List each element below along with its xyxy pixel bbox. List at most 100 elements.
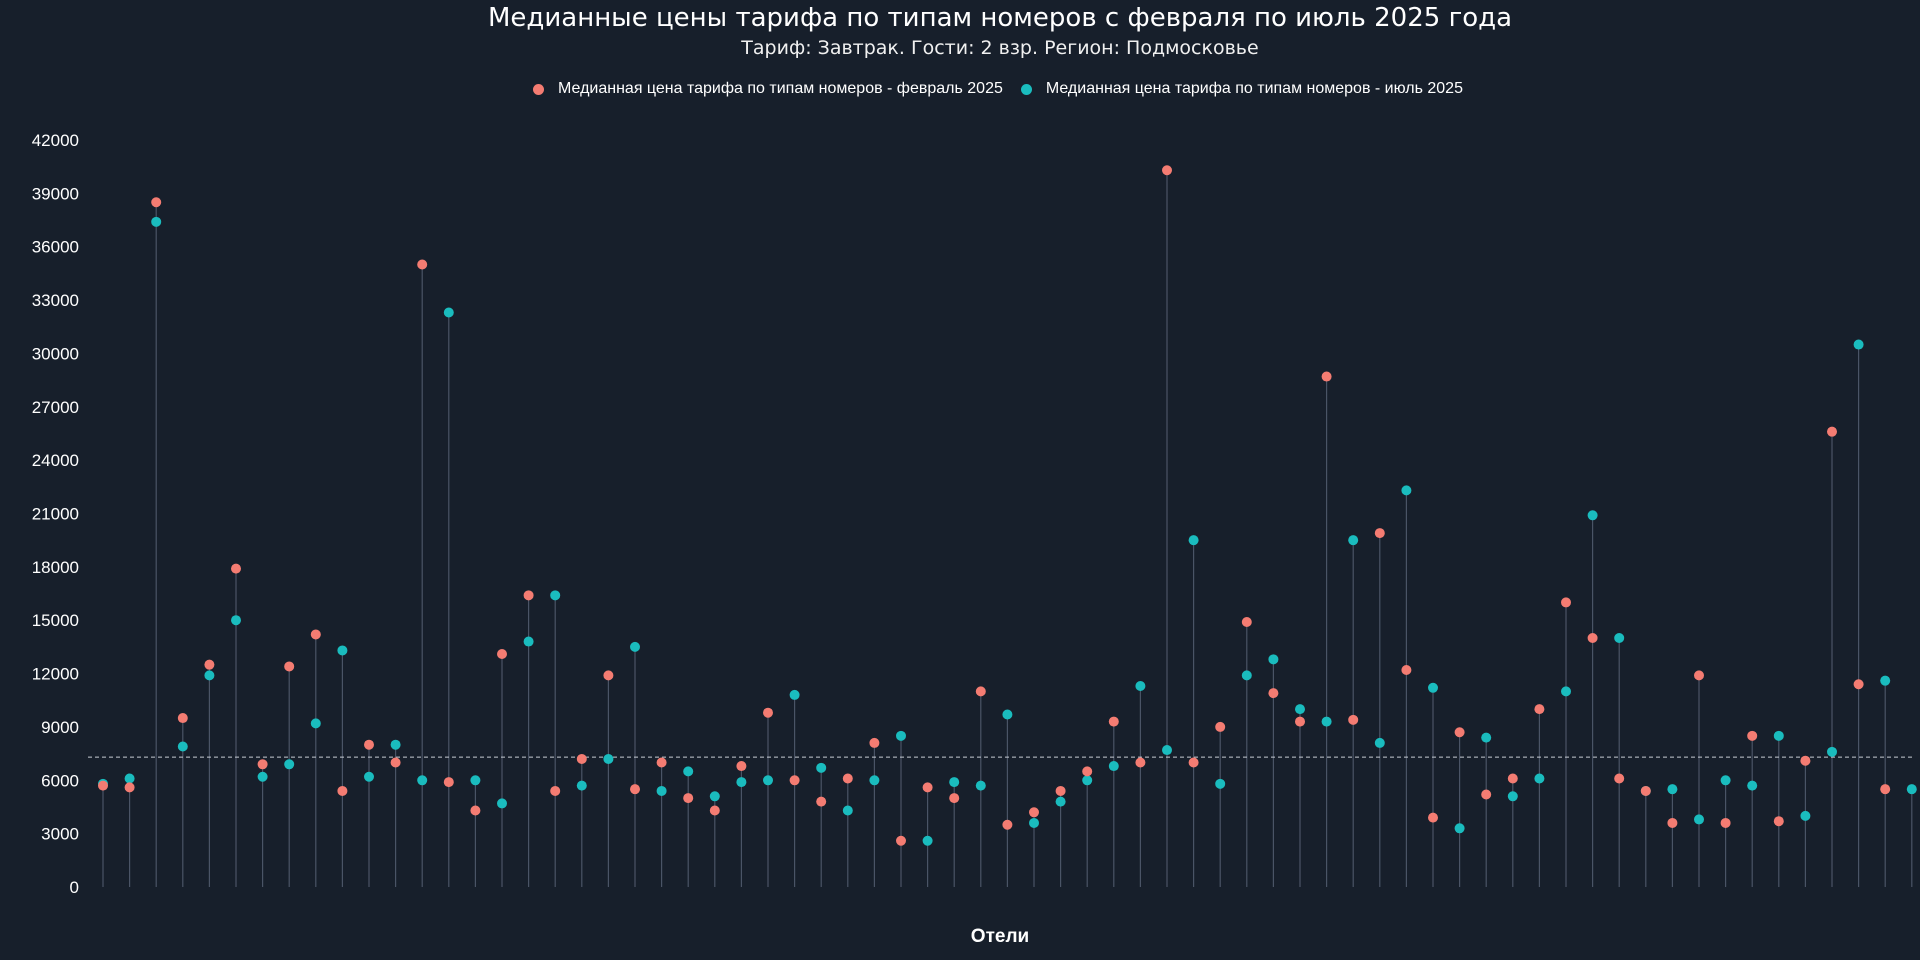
february-point [98,780,108,791]
february-point [736,761,747,772]
february-point [1614,773,1625,784]
july-point [1241,670,1252,681]
february-point [1374,528,1385,539]
february-point [842,773,853,784]
y-tick-label: 9000 [41,718,79,737]
february-point [603,670,614,681]
y-tick-label: 3000 [41,825,79,844]
legend: Медианная цена тарифа по типам номеров -… [0,80,1920,98]
july-point [1401,485,1412,496]
july-point [869,775,880,786]
y-tick-label: 36000 [32,238,79,257]
february-point [1135,757,1146,768]
february-point [1773,816,1784,827]
july-point [1428,682,1438,693]
july-point [1481,732,1492,743]
july-point [204,670,215,681]
july-point [1667,784,1678,795]
february-point [1747,730,1758,741]
y-tick-label: 0 [70,878,79,897]
legend-marker-july [1020,83,1032,95]
july-point [1082,775,1093,786]
legend-item-february[interactable]: Медианная цена тарифа по типам номеров -… [533,80,1003,98]
february-point [1507,773,1518,784]
february-point [869,737,880,748]
july-point [310,718,321,729]
july-point [896,730,906,741]
july-point [497,798,507,809]
y-tick-label: 12000 [32,665,79,684]
july-point [257,771,268,782]
july-point [1055,796,1066,807]
february-point [1188,757,1199,768]
july-point [1374,737,1385,748]
february-point [443,777,454,788]
y-tick-label: 24000 [32,451,79,470]
february-point [257,759,268,770]
july-point [683,766,694,777]
february-point [656,757,667,768]
y-tick-label: 27000 [32,398,79,417]
february-point [284,661,295,672]
july-point [1827,746,1837,757]
july-point [177,741,188,752]
july-point [1188,535,1199,546]
february-point [896,835,906,846]
x-axis-title: Отели [970,926,1030,947]
july-point [1587,510,1598,521]
july-point [417,775,428,786]
february-point [709,805,720,816]
february-point [1587,633,1598,643]
february-point [390,757,401,768]
february-point [1428,812,1438,823]
july-point [1773,730,1784,741]
february-point [816,796,827,807]
february-point [310,629,321,640]
february-point [1853,679,1864,690]
february-point [1082,766,1093,777]
legend-label-july: Медианная цена тарифа по типам номеров -… [1045,80,1463,97]
july-point [1215,778,1226,789]
february-point [124,782,135,793]
legend-marker-february [533,83,545,95]
july-point [1694,814,1704,825]
february-point [1215,721,1226,732]
legend-item-july[interactable]: Медианная цена тарифа по типам номеров -… [1020,80,1463,98]
february-point [550,785,561,796]
july-point [1853,339,1864,350]
february-point [1241,616,1252,627]
july-point [1135,681,1146,692]
february-point [1268,688,1279,699]
july-point [1162,745,1172,756]
february-point [1454,727,1465,738]
july-point [603,753,614,764]
july-point [284,759,295,770]
july-point [630,641,640,652]
february-point [1162,165,1172,176]
july-point [1800,810,1811,821]
july-point [151,216,162,227]
chart-title: Медианные цены тарифа по типам номеров с… [487,3,1513,33]
july-point [763,775,773,786]
february-point [1029,807,1039,818]
february-point [364,739,374,750]
february-point [470,805,481,816]
july-point [1002,709,1013,720]
july-point [1454,823,1465,834]
february-point [922,782,933,793]
july-point [390,739,401,750]
july-point [550,590,561,601]
july-point [1108,761,1119,772]
july-point [1295,704,1305,715]
february-point [1002,819,1013,830]
february-point [337,785,348,796]
y-tick-label: 21000 [32,505,79,524]
february-point [1348,714,1359,725]
july-point [576,780,587,791]
february-point [683,793,694,804]
legend-label-february: Медианная цена тарифа по типам номеров -… [558,80,1003,97]
february-point [975,686,986,697]
february-point [1827,426,1837,437]
y-tick-label: 39000 [32,184,79,203]
